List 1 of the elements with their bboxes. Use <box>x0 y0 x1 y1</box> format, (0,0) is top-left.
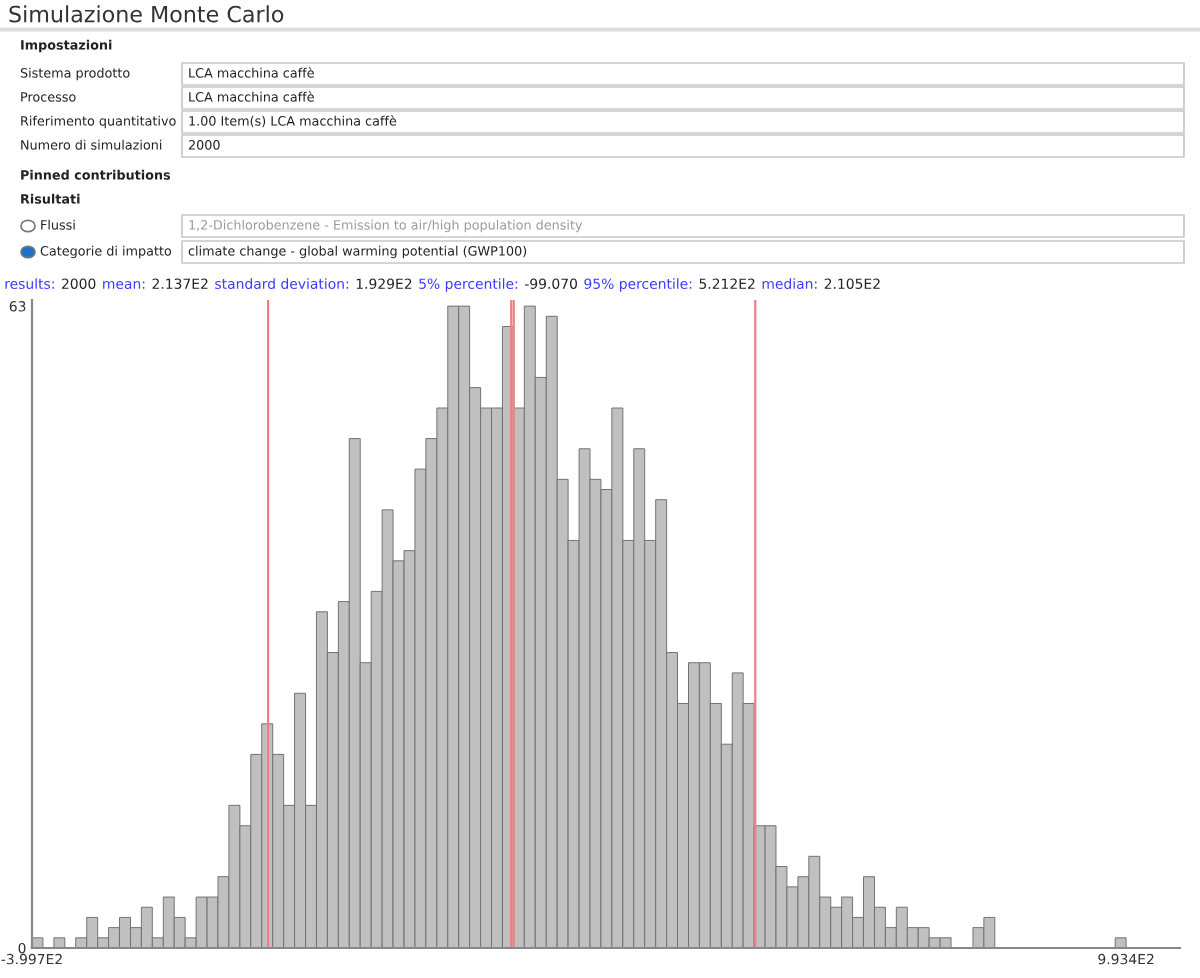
chart-title: Simulazione Monte Carlo <box>9 5 284 23</box>
